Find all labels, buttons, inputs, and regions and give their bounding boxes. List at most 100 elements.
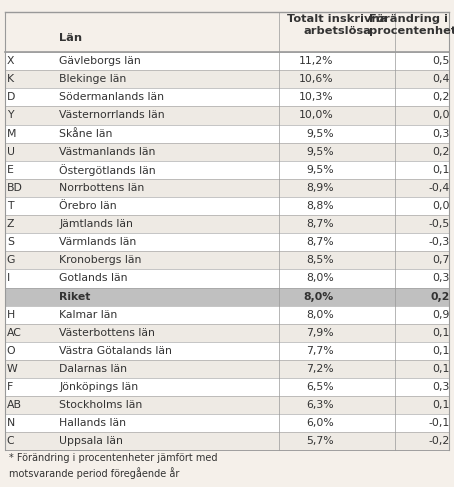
Text: 0,2: 0,2 — [430, 292, 449, 301]
Text: AC: AC — [7, 328, 22, 338]
Text: Kronobergs län: Kronobergs län — [59, 255, 141, 265]
Text: 7,2%: 7,2% — [306, 364, 334, 374]
Text: 9,5%: 9,5% — [306, 147, 334, 157]
Text: Västmanlands län: Västmanlands län — [59, 147, 155, 157]
Bar — [5, 197, 449, 215]
Bar — [5, 396, 449, 414]
Bar — [5, 251, 449, 269]
Text: Y: Y — [7, 111, 13, 120]
Text: 9,5%: 9,5% — [306, 165, 334, 175]
Bar — [5, 414, 449, 432]
Text: AB: AB — [7, 400, 22, 410]
Text: Jönköpings län: Jönköpings län — [59, 382, 138, 392]
Text: Västernorrlands län: Västernorrlands län — [59, 111, 165, 120]
Text: Gävleborgs län: Gävleborgs län — [59, 56, 141, 66]
Text: E: E — [7, 165, 14, 175]
Text: 0,0: 0,0 — [432, 111, 449, 120]
Text: C: C — [7, 436, 15, 447]
Text: I: I — [7, 274, 10, 283]
Text: Dalarnas län: Dalarnas län — [59, 364, 127, 374]
Text: -0,1: -0,1 — [428, 418, 449, 428]
Text: Blekinge län: Blekinge län — [59, 75, 126, 84]
Text: 11,2%: 11,2% — [299, 56, 334, 66]
Text: 0,1: 0,1 — [432, 400, 449, 410]
Text: Gotlands län: Gotlands län — [59, 274, 128, 283]
Text: M: M — [7, 129, 16, 139]
Text: 10,0%: 10,0% — [299, 111, 334, 120]
Text: Södermanlands län: Södermanlands län — [59, 93, 164, 102]
Text: Stockholms län: Stockholms län — [59, 400, 142, 410]
Text: N: N — [7, 418, 15, 428]
Text: 0,0: 0,0 — [432, 201, 449, 211]
Text: H: H — [7, 310, 15, 319]
Bar — [5, 342, 449, 360]
Text: 8,5%: 8,5% — [306, 255, 334, 265]
Bar — [5, 287, 449, 306]
Bar — [5, 52, 449, 70]
Text: 0,3: 0,3 — [432, 274, 449, 283]
Bar — [5, 269, 449, 287]
Text: T: T — [7, 201, 13, 211]
Bar — [5, 107, 449, 125]
Text: BD: BD — [7, 183, 23, 193]
Text: 10,6%: 10,6% — [299, 75, 334, 84]
Text: 9,5%: 9,5% — [306, 129, 334, 139]
Text: 5,7%: 5,7% — [306, 436, 334, 447]
Text: 10,3%: 10,3% — [299, 93, 334, 102]
Text: Västerbottens län: Västerbottens län — [59, 328, 155, 338]
Text: Förändring i
procentenheter*: Förändring i procentenheter* — [369, 14, 454, 36]
Text: Jämtlands län: Jämtlands län — [59, 219, 133, 229]
Bar — [5, 360, 449, 378]
Text: S: S — [7, 237, 14, 247]
Text: K: K — [7, 75, 14, 84]
Text: Skåne län: Skåne län — [59, 129, 113, 139]
Bar — [5, 233, 449, 251]
Text: -0,3: -0,3 — [428, 237, 449, 247]
Text: Östergötlands län: Östergötlands län — [59, 164, 156, 176]
Text: 7,9%: 7,9% — [306, 328, 334, 338]
Bar — [5, 306, 449, 324]
Text: X: X — [7, 56, 15, 66]
Text: Värmlands län: Värmlands län — [59, 237, 136, 247]
Text: 0,3: 0,3 — [432, 382, 449, 392]
Bar — [5, 88, 449, 107]
Text: -0,2: -0,2 — [428, 436, 449, 447]
Text: Örebro län: Örebro län — [59, 201, 117, 211]
Text: 6,0%: 6,0% — [306, 418, 334, 428]
Text: W: W — [7, 364, 18, 374]
Text: 0,1: 0,1 — [432, 346, 449, 356]
Text: Z: Z — [7, 219, 15, 229]
Text: 0,3: 0,3 — [432, 129, 449, 139]
Bar — [5, 179, 449, 197]
Text: -0,5: -0,5 — [428, 219, 449, 229]
Bar — [5, 125, 449, 143]
Bar — [5, 324, 449, 342]
Bar — [5, 215, 449, 233]
Text: 8,7%: 8,7% — [306, 237, 334, 247]
Text: 0,9: 0,9 — [432, 310, 449, 319]
Text: Riket: Riket — [59, 292, 90, 301]
Bar — [5, 161, 449, 179]
Text: 8,7%: 8,7% — [306, 219, 334, 229]
Text: G: G — [7, 255, 15, 265]
Text: 0,7: 0,7 — [432, 255, 449, 265]
Text: 8,0%: 8,0% — [306, 310, 334, 319]
Bar — [5, 143, 449, 161]
Text: 7,7%: 7,7% — [306, 346, 334, 356]
Text: 8,9%: 8,9% — [306, 183, 334, 193]
Text: Län: Län — [59, 33, 82, 43]
Text: Hallands län: Hallands län — [59, 418, 126, 428]
Text: 0,2: 0,2 — [432, 93, 449, 102]
Text: Uppsala län: Uppsala län — [59, 436, 123, 447]
Text: Västra Götalands län: Västra Götalands län — [59, 346, 172, 356]
Text: 8,8%: 8,8% — [306, 201, 334, 211]
Bar — [5, 378, 449, 396]
Text: Norrbottens län: Norrbottens län — [59, 183, 144, 193]
Text: * Förändring i procentenheter jämfört med
motsvarande period föregående år: * Förändring i procentenheter jämfört me… — [9, 453, 217, 479]
Text: 6,5%: 6,5% — [306, 382, 334, 392]
Bar — [5, 70, 449, 88]
Bar — [5, 432, 449, 450]
Text: 6,3%: 6,3% — [306, 400, 334, 410]
Text: -0,4: -0,4 — [428, 183, 449, 193]
Text: D: D — [7, 93, 15, 102]
